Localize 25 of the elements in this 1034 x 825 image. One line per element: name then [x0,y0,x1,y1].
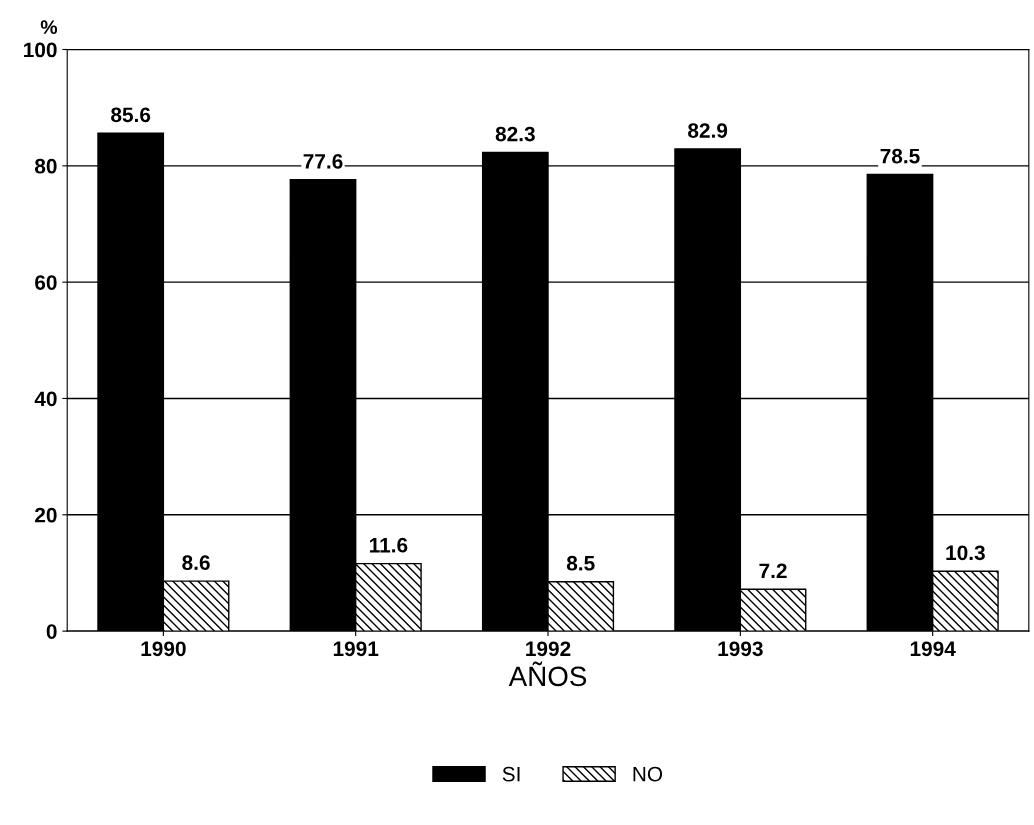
data-label: 82.9 [688,123,728,138]
data-label: 8.6 [182,555,210,571]
y-tick-label: 100 [24,42,57,58]
y-tick-label: 60 [35,275,57,290]
data-label: 8.5 [566,555,595,571]
y-tick-label: 0 [46,624,57,639]
data-label: 7.2 [759,563,787,578]
x-tick-label: 1994 [910,641,956,657]
data-label: 82.3 [495,126,535,142]
y-axis-title: % [40,20,58,34]
data-label: 85.6 [111,107,151,123]
x-tick-label: 1993 [718,641,763,657]
data-label: 11.6 [370,537,408,553]
x-axis-title: AÑOS [508,661,587,687]
data-label: 77.6 [303,153,343,169]
legend-label: SI [502,766,520,782]
data-label: 78.5 [880,148,920,164]
x-tick-label: 1990 [141,641,186,657]
x-tick-label: 1992 [526,641,571,657]
y-tick-label: 80 [34,158,57,174]
legend-label: NO [633,766,663,782]
x-tick-label: 1991 [333,641,379,657]
data-label: 10.3 [946,545,985,561]
y-tick-label: 20 [35,507,57,523]
y-tick-label: 40 [34,391,57,407]
